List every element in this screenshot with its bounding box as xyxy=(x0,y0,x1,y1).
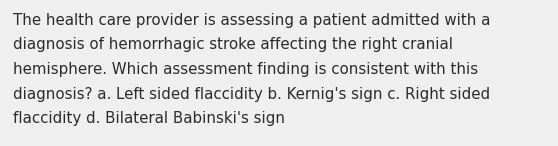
Text: flaccidity d. Bilateral Babinski's sign: flaccidity d. Bilateral Babinski's sign xyxy=(13,111,285,126)
Text: diagnosis? a. Left sided flaccidity b. Kernig's sign c. Right sided: diagnosis? a. Left sided flaccidity b. K… xyxy=(13,86,490,101)
Text: The health care provider is assessing a patient admitted with a: The health care provider is assessing a … xyxy=(13,13,490,28)
Text: diagnosis of hemorrhagic stroke affecting the right cranial: diagnosis of hemorrhagic stroke affectin… xyxy=(13,38,453,53)
Text: hemisphere. Which assessment finding is consistent with this: hemisphere. Which assessment finding is … xyxy=(13,62,478,77)
